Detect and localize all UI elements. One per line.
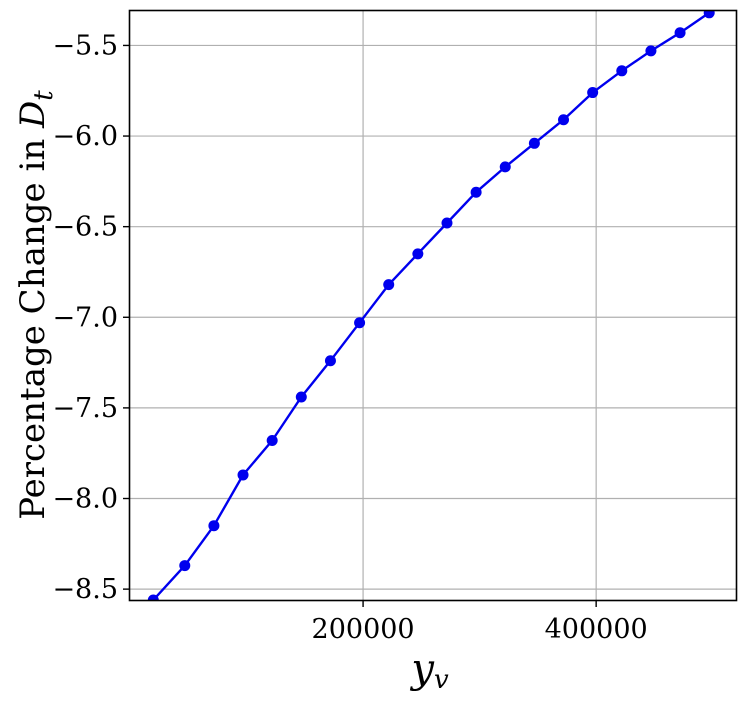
data-point — [558, 114, 570, 126]
ticks: −5.5 −6.0 −6.5 −7.0 −7.5 −8.0 −8.5 200000 400000 — [52, 30, 647, 645]
data-point — [645, 45, 657, 57]
y-tick-label: −7.0 — [52, 302, 118, 333]
y-axis-title-symbol: D — [13, 101, 53, 129]
data-point — [295, 391, 307, 403]
plot-area — [147, 11, 715, 600]
data-point — [179, 560, 191, 572]
series — [147, 11, 715, 600]
y-tick-label: −7.5 — [52, 393, 118, 424]
x-axis-title-main: y — [409, 646, 435, 692]
y-tick-label: −8.5 — [52, 574, 118, 605]
data-point — [354, 317, 366, 329]
data-point — [674, 27, 686, 39]
y-axis-title-main: Percentage Change in — [13, 128, 53, 520]
x-axis-title-sub: v — [434, 665, 449, 695]
y-axis-title: Percentage Change in Dt — [13, 90, 59, 520]
data-point — [383, 279, 395, 291]
data-point — [237, 469, 249, 481]
x-tick-label: 400000 — [545, 614, 648, 645]
y-tick-label: −6.0 — [52, 121, 118, 152]
grid — [130, 11, 736, 600]
data-point — [528, 137, 540, 149]
y-tick-label: −6.5 — [52, 212, 118, 243]
data-point — [470, 186, 482, 198]
y-axis-title-sub: t — [29, 90, 59, 101]
series-line — [152, 11, 710, 600]
data-point — [703, 11, 715, 19]
data-point — [441, 217, 453, 229]
data-point — [616, 65, 628, 77]
data-point — [147, 594, 159, 600]
data-point — [208, 520, 220, 532]
data-point — [412, 248, 424, 260]
x-axis-title: yv — [409, 646, 449, 695]
plot-frame — [128, 9, 738, 602]
data-point — [587, 87, 599, 99]
y-tick-label: −5.5 — [52, 30, 118, 61]
data-point — [324, 355, 336, 367]
data-point — [499, 161, 511, 173]
data-point — [266, 435, 278, 447]
x-tick-label: 200000 — [312, 614, 415, 645]
y-tick-label: −8.0 — [52, 484, 118, 515]
